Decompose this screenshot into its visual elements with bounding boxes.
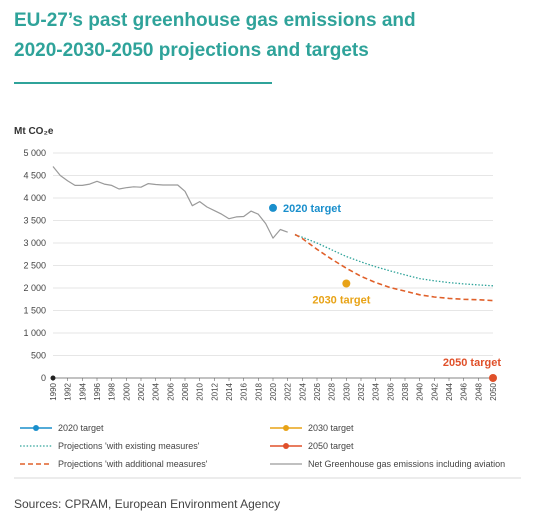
y-tick-label: 4 500	[23, 171, 46, 181]
title-line-1: EU-27’s past greenhouse gas emissions an…	[14, 10, 416, 31]
legend-swatch-marker	[283, 425, 289, 431]
baseline-marker	[50, 375, 56, 381]
target-marker	[342, 279, 351, 288]
source-note: Sources: CPRAM, European Environment Age…	[14, 497, 281, 511]
target-marker	[269, 203, 277, 212]
x-tick-label: 2008	[181, 382, 190, 400]
legend-swatch-marker	[283, 443, 289, 449]
x-tick-label: 2022	[284, 382, 293, 400]
y-tick-label: 5 000	[23, 148, 46, 158]
series-line	[294, 233, 494, 302]
series-layer	[52, 166, 494, 302]
series-line	[294, 234, 494, 287]
x-tick-label: 2034	[372, 382, 381, 400]
x-tick-label: 2046	[460, 382, 469, 400]
legend-label: 2030 target	[308, 423, 354, 433]
legend-label: Net Greenhouse gas emissions including a…	[308, 459, 505, 469]
target-label: 2050 target	[443, 357, 501, 369]
y-tick-label: 0	[41, 373, 46, 383]
title-underline	[14, 82, 272, 84]
x-tick-label: 1998	[108, 382, 117, 400]
x-tick-label: 1990	[49, 382, 58, 400]
y-tick-label: 3 000	[23, 238, 46, 248]
x-tick-label: 2026	[313, 382, 322, 400]
series-line	[52, 166, 288, 239]
x-tick-label: 2010	[196, 382, 205, 400]
x-tick-label: 2040	[416, 382, 425, 400]
y-tick-label: 3 500	[23, 216, 46, 226]
target-layer: 2020 target 2030 target 2050 target	[50, 203, 501, 382]
grid-layer	[53, 152, 493, 379]
y-tick-label: 1 500	[23, 306, 46, 316]
x-tick-label: 2014	[225, 382, 234, 400]
x-tick-label: 2032	[357, 382, 366, 400]
target-marker	[489, 374, 497, 382]
x-tick-label: 2038	[401, 382, 410, 400]
axis-layer: Mt CO₂e 0 500 1 000 1 500 2 000 2 500 3 000 3 50…	[14, 126, 498, 401]
y-tick-label: 2 500	[23, 261, 46, 271]
x-tick-label: 2030	[342, 382, 351, 400]
y-tick-label: 1 000	[23, 328, 46, 338]
legend-label: 2020 target	[58, 423, 104, 433]
title-line-2: 2020-2030-2050 projections and targets	[14, 40, 369, 61]
legend-swatch-marker	[33, 425, 39, 431]
x-tick-label: 2012	[210, 382, 219, 400]
x-tick-label: 2024	[298, 382, 307, 400]
x-tick-label: 2004	[152, 382, 161, 400]
x-tick-label: 2050	[489, 382, 498, 400]
legend-label: Projections 'with additional measures'	[58, 459, 208, 469]
emissions-chart: Mt CO₂e 0 500 1 000 1 500 2 000 2 500 3 000 3 50…	[14, 126, 521, 479]
x-tick-label: 1992	[64, 382, 73, 400]
x-tick-label: 2000	[122, 382, 131, 400]
x-tick-label: 1996	[93, 382, 102, 400]
legend-label: Projections 'with existing measures'	[58, 441, 200, 451]
x-tick-label: 2044	[445, 382, 454, 400]
y-tick-label: 4 000	[23, 193, 46, 203]
target-label: 2030 target	[312, 295, 370, 307]
x-tick-label: 2048	[474, 382, 483, 400]
x-tick-label: 2018	[254, 382, 263, 400]
y-axis-label: Mt CO₂e	[14, 126, 54, 137]
x-tick-label: 2028	[328, 382, 337, 400]
y-tick-label: 500	[31, 351, 46, 361]
chart-title: EU-27’s past greenhouse gas emissions an…	[14, 6, 514, 66]
y-tick-label: 2 000	[23, 283, 46, 293]
x-tick-label: 2016	[240, 382, 249, 400]
x-tick-label: 1994	[78, 382, 87, 400]
x-tick-label: 2020	[269, 382, 278, 400]
x-tick-label: 2036	[386, 382, 395, 400]
legend-layer: 2020 target 2030 target Projections 'with …	[14, 423, 521, 479]
x-tick-label: 2006	[166, 382, 175, 400]
x-tick-label: 2002	[137, 382, 146, 400]
target-label: 2020 target	[283, 203, 341, 215]
x-tick-label: 2042	[430, 382, 439, 400]
legend-label: 2050 target	[308, 441, 354, 451]
